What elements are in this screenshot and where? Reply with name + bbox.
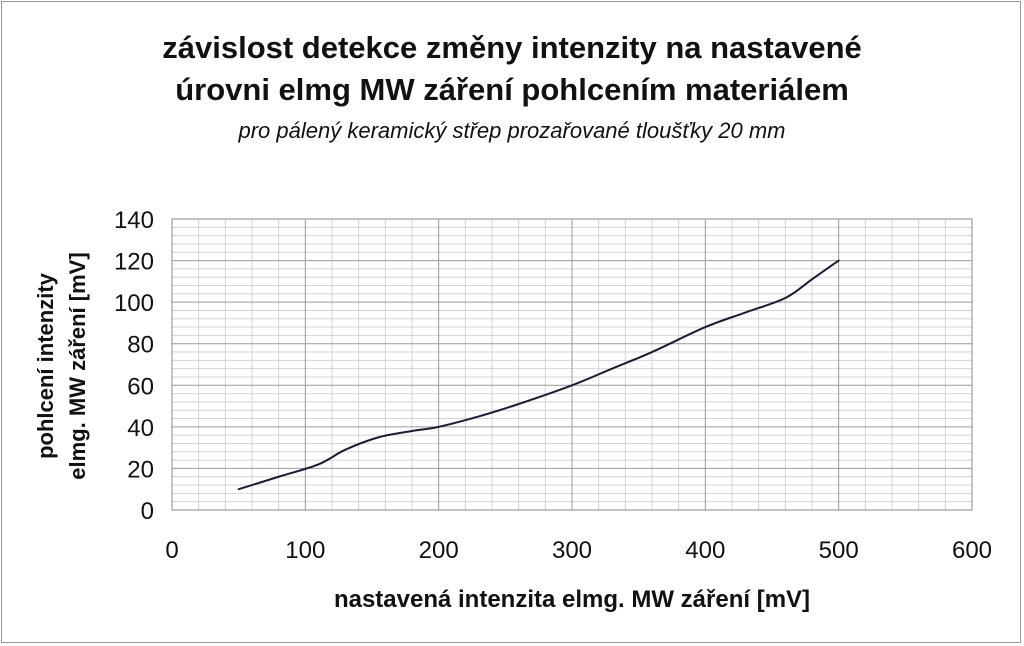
x-tick-label: 400: [685, 537, 725, 564]
y-tick-label: 80: [127, 332, 154, 359]
data-point: [238, 488, 240, 490]
data-point: [478, 416, 480, 418]
y-tick-label: 140: [114, 207, 154, 234]
y-tick-labels: 0 20 40 60 80 100 120 140: [114, 207, 154, 525]
chart-title-line-1: závislost detekce změny intenzity na nas…: [162, 30, 862, 65]
y-tick-label: 100: [114, 290, 154, 317]
chart-subtitle: pro pálený keramický střep prozařované t…: [238, 118, 786, 143]
y-tick-label: 60: [127, 373, 154, 400]
y-tick-label: 20: [127, 456, 154, 483]
data-point: [345, 449, 347, 451]
data-point: [571, 384, 573, 386]
data-point: [378, 436, 380, 438]
series-group: [237, 259, 840, 491]
x-axis-label: nastavená intenzita elmg. MW záření [mV]: [333, 586, 811, 613]
data-point: [318, 463, 320, 465]
data-point: [518, 403, 520, 405]
data-point: [785, 297, 787, 299]
data-point: [838, 260, 840, 262]
data-point: [438, 426, 440, 428]
y-tick-label: 40: [127, 415, 154, 442]
x-tick-labels: 0 100 200 300 400 500 600: [165, 537, 992, 564]
data-point: [745, 312, 747, 314]
data-point: [278, 476, 280, 478]
series-line-0: [237, 259, 840, 491]
x-tick-label: 600: [952, 537, 992, 564]
x-tick-label: 500: [819, 537, 859, 564]
y-tick-label: 120: [114, 249, 154, 276]
x-tick-label: 200: [419, 537, 459, 564]
y-tick-label: 0: [141, 498, 154, 525]
plot-area: [171, 218, 973, 511]
data-point: [705, 326, 707, 328]
x-tick-label: 300: [552, 537, 592, 564]
data-point: [651, 351, 653, 353]
data-point: [611, 368, 613, 370]
major-gridlines: [172, 219, 972, 510]
data-point: [411, 430, 413, 432]
data-point: [811, 278, 813, 280]
x-tick-label: 0: [165, 537, 178, 564]
x-tick-label: 100: [285, 537, 325, 564]
chart-title-line-2: úrovni elmg MW záření pohlcením materiál…: [175, 72, 849, 107]
